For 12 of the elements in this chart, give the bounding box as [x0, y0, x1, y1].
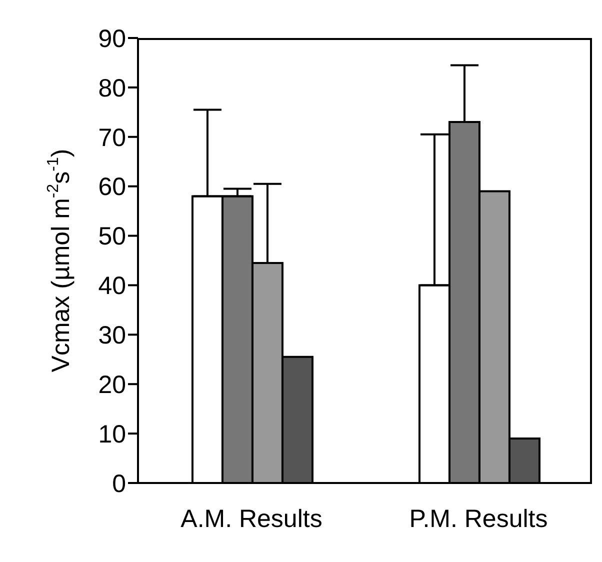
y-tick-label: 40	[98, 272, 126, 300]
y-tick-label: 90	[98, 24, 126, 53]
y-tick-label: 20	[98, 370, 126, 399]
y-tick-label: 30	[98, 322, 126, 350]
y-tick-label: 50	[98, 222, 126, 251]
y-tick-label: 0	[112, 470, 126, 498]
y-tick-label: 70	[98, 124, 126, 152]
y-tick-label: 10	[98, 420, 126, 448]
y-tick-label: 60	[98, 173, 126, 202]
y-tick-label: 80	[98, 74, 126, 102]
x-tick-label: A.M. Results	[180, 504, 322, 533]
x-tick-label: P.M. Results	[409, 504, 548, 533]
